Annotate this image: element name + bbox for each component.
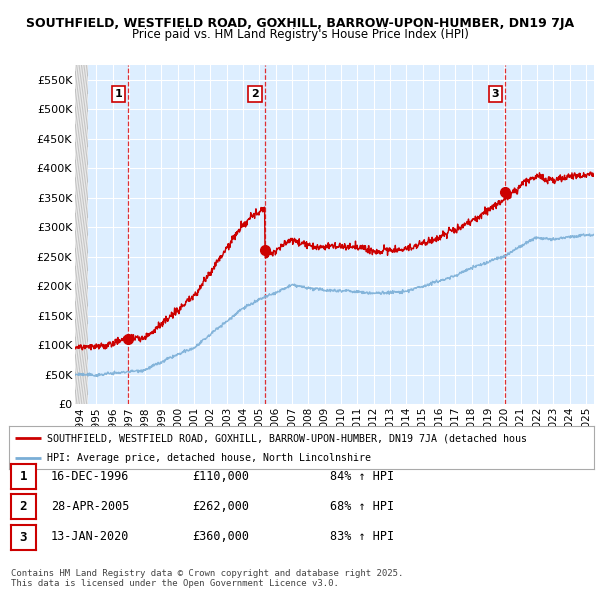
- Text: 13-JAN-2020: 13-JAN-2020: [51, 530, 130, 543]
- Text: Contains HM Land Registry data © Crown copyright and database right 2025.
This d: Contains HM Land Registry data © Crown c…: [11, 569, 403, 588]
- Text: SOUTHFIELD, WESTFIELD ROAD, GOXHILL, BARROW-UPON-HUMBER, DN19 7JA (detached hous: SOUTHFIELD, WESTFIELD ROAD, GOXHILL, BAR…: [47, 433, 527, 443]
- Text: 3: 3: [20, 531, 27, 544]
- Text: £262,000: £262,000: [192, 500, 249, 513]
- Text: 2: 2: [251, 88, 259, 99]
- Bar: [75, 65, 88, 404]
- Text: 16-DEC-1996: 16-DEC-1996: [51, 470, 130, 483]
- Text: SOUTHFIELD, WESTFIELD ROAD, GOXHILL, BARROW-UPON-HUMBER, DN19 7JA: SOUTHFIELD, WESTFIELD ROAD, GOXHILL, BAR…: [26, 17, 574, 30]
- Text: 3: 3: [491, 88, 499, 99]
- Text: £110,000: £110,000: [192, 470, 249, 483]
- Text: 1: 1: [115, 88, 122, 99]
- Text: 2: 2: [20, 500, 27, 513]
- Text: 68% ↑ HPI: 68% ↑ HPI: [330, 500, 394, 513]
- Text: 84% ↑ HPI: 84% ↑ HPI: [330, 470, 394, 483]
- Text: 28-APR-2005: 28-APR-2005: [51, 500, 130, 513]
- Text: £360,000: £360,000: [192, 530, 249, 543]
- Text: HPI: Average price, detached house, North Lincolnshire: HPI: Average price, detached house, Nort…: [47, 453, 371, 463]
- Text: 83% ↑ HPI: 83% ↑ HPI: [330, 530, 394, 543]
- Text: Price paid vs. HM Land Registry's House Price Index (HPI): Price paid vs. HM Land Registry's House …: [131, 28, 469, 41]
- Text: 1: 1: [20, 470, 27, 483]
